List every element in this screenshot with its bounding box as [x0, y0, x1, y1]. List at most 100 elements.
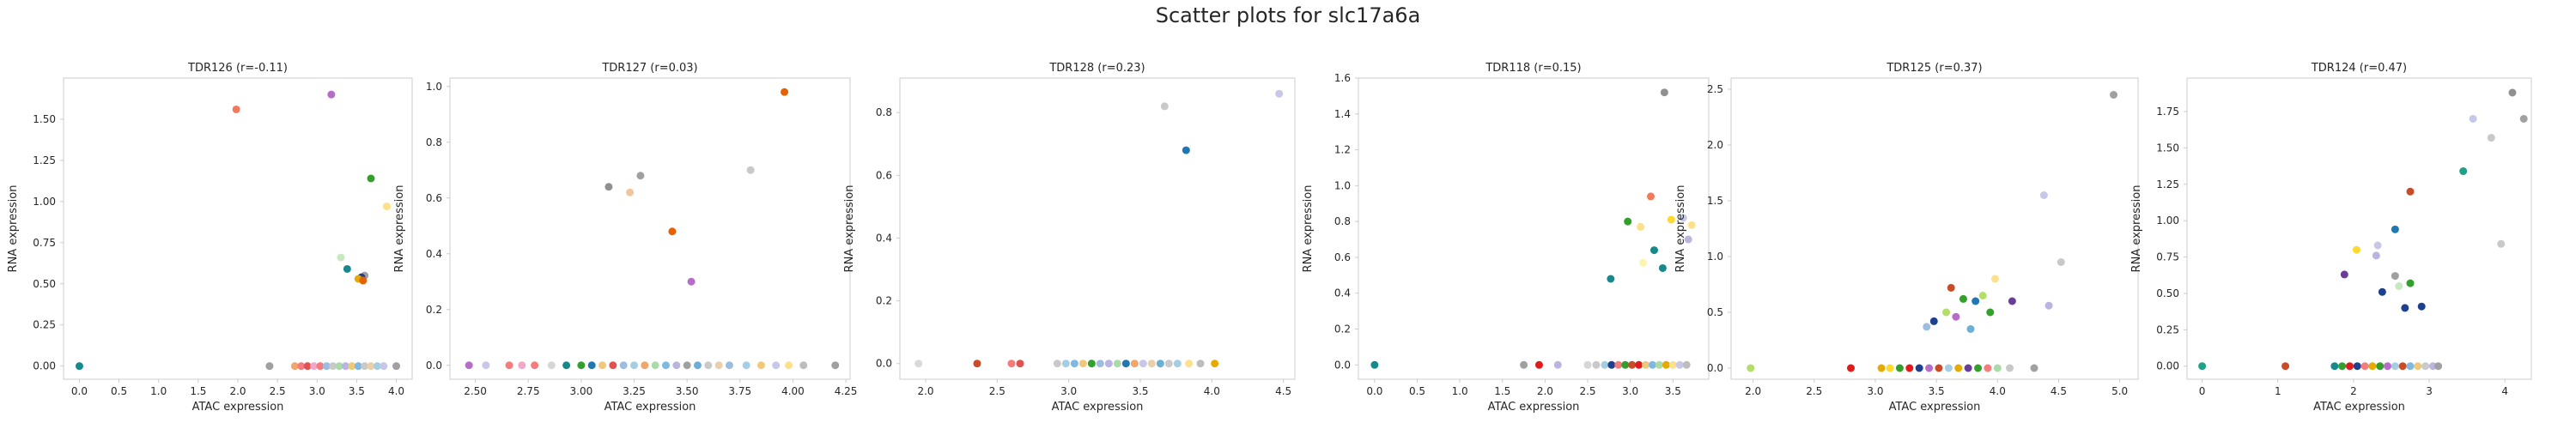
data-point — [367, 362, 375, 371]
y-tick-label: 2.5 — [1707, 83, 1723, 95]
data-point — [598, 361, 607, 370]
data-point — [1061, 360, 1070, 368]
data-point — [668, 227, 677, 236]
data-point — [1952, 312, 1960, 321]
x-tick-label: 4.25 — [835, 385, 858, 397]
subplot-4: TDR118 (r=0.15) 0.0 0.5 1.0 1.5 2.0 2.5 3.0 3.5 0… — [1302, 62, 1710, 414]
data-point — [1053, 360, 1061, 368]
data-point — [641, 361, 649, 370]
data-point — [1534, 360, 1543, 369]
x-axis-label: ATAC expression — [1052, 401, 1144, 414]
data-point — [1877, 364, 1886, 372]
data-point — [1935, 364, 1943, 372]
data-point — [382, 202, 391, 211]
data-point — [1649, 246, 1658, 255]
y-tick-label: 0.8 — [1334, 215, 1351, 227]
data-point — [1601, 360, 1609, 369]
data-point — [799, 361, 808, 370]
data-point — [784, 361, 793, 370]
data-point — [1275, 89, 1284, 98]
data-point — [2006, 364, 2014, 372]
data-point — [1139, 360, 1147, 368]
data-point — [322, 362, 331, 371]
data-point — [1747, 364, 1755, 372]
x-tick-label: 2.50 — [464, 385, 487, 397]
y-tick-label: 0.25 — [33, 319, 56, 331]
data-point — [2376, 362, 2385, 371]
data-point — [1635, 360, 1643, 369]
data-point — [310, 362, 319, 371]
x-tick-label: 3.0 — [1060, 385, 1077, 397]
data-point — [2459, 167, 2468, 176]
data-point — [1993, 364, 2002, 372]
data-point — [1915, 364, 1923, 372]
data-point — [914, 360, 923, 368]
figure-title: Scatter plots for slc17a6a — [1155, 3, 1421, 27]
x-tick-label: 3.75 — [728, 385, 751, 397]
y-tick-label: 0.6 — [876, 169, 892, 181]
data-point — [2340, 270, 2348, 279]
data-point — [1628, 360, 1637, 369]
data-point — [482, 361, 490, 370]
data-point — [2057, 258, 2065, 266]
y-axis-label: RNA expression — [843, 185, 856, 273]
x-tick-label: 4.0 — [388, 385, 404, 397]
subplot-title: TDR127 (r=0.03) — [601, 62, 697, 75]
data-point — [2384, 362, 2392, 371]
x-tick-label: 1.0 — [1452, 385, 1468, 397]
data-point — [465, 361, 473, 370]
data-point — [1164, 360, 1173, 368]
data-point — [1658, 263, 1667, 272]
data-point — [1016, 360, 1024, 368]
data-point — [2039, 191, 2048, 199]
data-point — [1173, 360, 1182, 368]
x-tick-label: 1 — [2275, 385, 2281, 397]
data-point — [1886, 364, 1894, 372]
data-point — [1121, 360, 1130, 368]
data-point — [831, 361, 840, 370]
data-point — [1637, 222, 1645, 231]
data-point — [661, 361, 670, 370]
data-point — [327, 90, 336, 99]
y-tick-label: 0.6 — [426, 192, 442, 204]
subplot-1: TDR126 (r=-0.11) 0.0 0.5 1.0 1.5 2.0 2.5 3.0 3.5… — [7, 62, 413, 414]
data-point — [2406, 279, 2415, 287]
data-point — [1668, 360, 1677, 369]
y-tick-label: 0.50 — [33, 278, 56, 290]
x-tick-label: 3.5 — [1665, 385, 1681, 397]
data-point — [1944, 364, 1953, 372]
y-tick-label: 1.75 — [2156, 106, 2179, 118]
data-point — [1679, 214, 1687, 222]
x-tick-label: 5.0 — [2111, 385, 2128, 397]
y-tick-label: 0.0 — [1334, 359, 1351, 371]
data-point — [605, 183, 613, 191]
data-point — [505, 361, 513, 370]
data-point — [1196, 360, 1205, 368]
x-tick-label: 2.5 — [989, 385, 1005, 397]
data-point — [2372, 251, 2380, 260]
y-tick-label: 0.0 — [876, 358, 892, 370]
data-point — [2395, 281, 2403, 290]
x-tick-label: 3.00 — [570, 385, 593, 397]
x-tick-label: 0 — [2199, 385, 2206, 397]
data-point — [1583, 360, 1592, 369]
y-tick-label: 1.00 — [2156, 214, 2179, 227]
data-point — [316, 362, 325, 371]
y-tick-label: 1.2 — [1334, 144, 1351, 156]
data-point — [1942, 308, 1951, 317]
data-point — [265, 362, 274, 371]
data-point — [2414, 362, 2422, 371]
data-point — [290, 362, 299, 371]
data-point — [361, 362, 369, 371]
data-point — [1147, 360, 1156, 368]
data-point — [2428, 362, 2437, 371]
data-point — [1974, 364, 1983, 372]
data-point — [337, 253, 345, 262]
subplot-title: TDR124 (r=0.47) — [2311, 62, 2407, 75]
subplot-title: TDR118 (r=0.15) — [1485, 62, 1581, 75]
data-point — [2044, 301, 2053, 310]
y-tick-label: 0.25 — [2156, 323, 2179, 335]
data-point — [587, 361, 596, 370]
data-point — [1905, 364, 1914, 372]
y-tick-label: 1.0 — [426, 81, 442, 93]
